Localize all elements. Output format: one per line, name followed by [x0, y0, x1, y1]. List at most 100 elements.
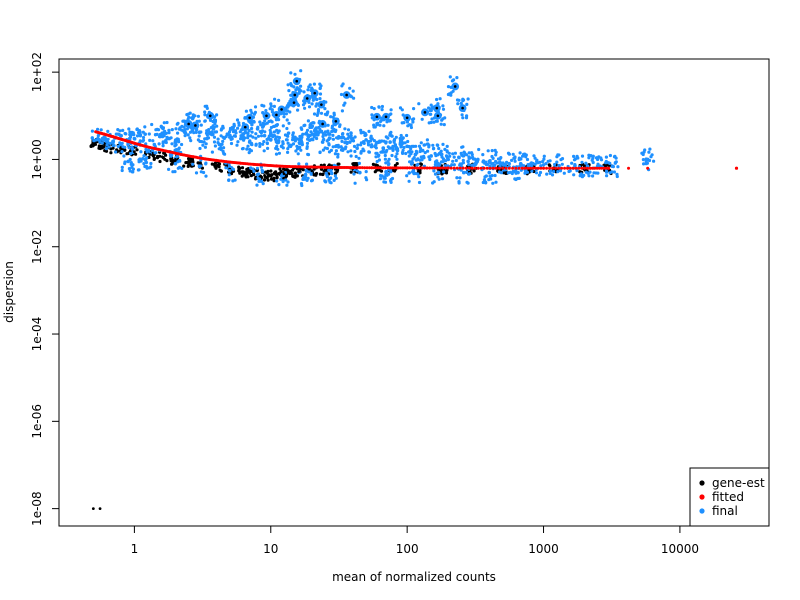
gene-est-point — [284, 174, 289, 178]
final-point — [257, 179, 261, 183]
final-point — [235, 118, 240, 122]
final-point — [241, 146, 245, 151]
final-point — [129, 162, 133, 166]
fitted-point — [504, 166, 508, 170]
final-point — [254, 136, 258, 140]
final-point — [198, 146, 202, 151]
final-point — [499, 171, 503, 175]
fitted-point — [397, 166, 401, 170]
final-point — [612, 170, 617, 174]
final-point — [330, 126, 334, 130]
final-point — [262, 140, 266, 144]
final-point — [286, 147, 290, 151]
final-point — [645, 157, 650, 162]
final-point — [205, 136, 209, 141]
final-point — [384, 135, 388, 139]
final-point — [446, 85, 451, 89]
final-point — [539, 164, 543, 168]
final-point — [197, 130, 202, 135]
final-point — [233, 129, 238, 133]
fitted-point — [577, 166, 581, 170]
final-point — [137, 168, 141, 172]
final-point — [215, 124, 219, 128]
fitted-point — [363, 166, 367, 170]
final-point — [608, 153, 613, 158]
final-point — [345, 141, 349, 146]
outlier-center — [295, 79, 299, 83]
final-point — [387, 146, 391, 150]
final-point — [131, 170, 135, 174]
final-point — [285, 138, 289, 142]
final-point — [188, 136, 192, 140]
final-point — [156, 128, 161, 132]
final-point — [286, 131, 291, 135]
final-point — [167, 131, 171, 135]
final-point — [398, 136, 402, 141]
gene-est-point — [263, 174, 266, 177]
gene-est-point — [336, 162, 340, 166]
final-point — [219, 134, 223, 138]
final-point — [455, 176, 459, 180]
final-point — [414, 149, 418, 153]
final-point — [171, 170, 175, 174]
final-point — [351, 139, 356, 143]
gene-est-point — [245, 170, 249, 174]
final-point — [211, 127, 216, 131]
final-point — [353, 149, 357, 154]
final-point — [394, 145, 399, 150]
final-point — [217, 147, 221, 151]
final-point — [613, 161, 618, 165]
final-point — [148, 138, 152, 142]
final-point — [90, 136, 94, 140]
final-point — [173, 144, 177, 148]
fitted-point — [600, 166, 604, 170]
final-point — [372, 107, 376, 111]
final-point — [389, 170, 393, 174]
final-point — [429, 154, 433, 158]
final-point — [407, 171, 411, 175]
final-point — [572, 154, 576, 158]
final-point — [261, 124, 265, 128]
fitted-point — [528, 166, 532, 170]
final-point — [340, 109, 344, 113]
fitted-point — [381, 166, 385, 170]
final-point — [299, 69, 303, 73]
final-point — [359, 151, 363, 155]
final-point — [441, 157, 445, 161]
final-point — [255, 166, 259, 170]
final-point — [383, 153, 387, 158]
final-point — [309, 130, 313, 134]
gene-est-point — [248, 171, 252, 175]
gene-est-point — [284, 168, 288, 172]
final-point — [224, 166, 228, 170]
final-point — [212, 140, 217, 144]
final-point — [384, 173, 388, 177]
final-point — [542, 157, 546, 161]
final-point — [389, 179, 393, 183]
final-point — [460, 153, 464, 157]
final-point — [591, 174, 595, 178]
final-point — [451, 152, 455, 156]
final-point — [275, 135, 280, 139]
final-point — [349, 134, 353, 138]
fitted-point — [446, 166, 450, 170]
final-point — [246, 131, 250, 135]
final-point — [467, 151, 471, 155]
final-point — [553, 162, 557, 167]
final-point — [329, 176, 333, 180]
gene-est-point — [393, 169, 397, 173]
final-point — [303, 172, 308, 177]
final-point — [541, 159, 545, 164]
final-point — [161, 141, 165, 145]
final-point — [550, 173, 555, 177]
final-point — [315, 113, 319, 117]
final-point — [441, 104, 445, 108]
final-point — [325, 146, 329, 151]
final-point — [513, 159, 517, 163]
final-point — [400, 108, 404, 112]
final-point — [286, 83, 290, 87]
final-point — [461, 170, 466, 175]
final-point — [650, 153, 654, 157]
fitted-point — [441, 166, 445, 170]
final-point — [164, 140, 168, 145]
